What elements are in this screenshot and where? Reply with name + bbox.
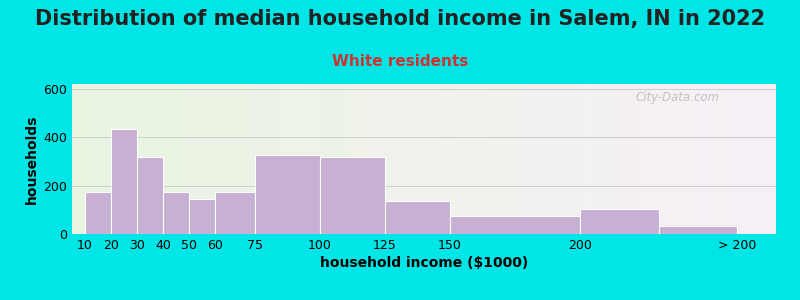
Text: White residents: White residents — [332, 54, 468, 69]
Bar — [215, 192, 254, 234]
Bar — [658, 226, 737, 234]
Text: City-Data.com: City-Data.com — [635, 92, 719, 104]
Bar — [111, 129, 137, 234]
Bar — [385, 201, 450, 234]
Bar — [450, 216, 581, 234]
Bar — [85, 192, 111, 234]
X-axis label: household income ($1000): household income ($1000) — [320, 256, 528, 270]
Bar — [254, 155, 320, 234]
Bar — [320, 157, 385, 234]
Text: Distribution of median household income in Salem, IN in 2022: Distribution of median household income … — [35, 9, 765, 29]
Bar — [190, 199, 215, 234]
Bar — [163, 192, 190, 234]
Bar — [581, 208, 658, 234]
Bar — [137, 157, 163, 234]
Y-axis label: households: households — [25, 114, 39, 204]
